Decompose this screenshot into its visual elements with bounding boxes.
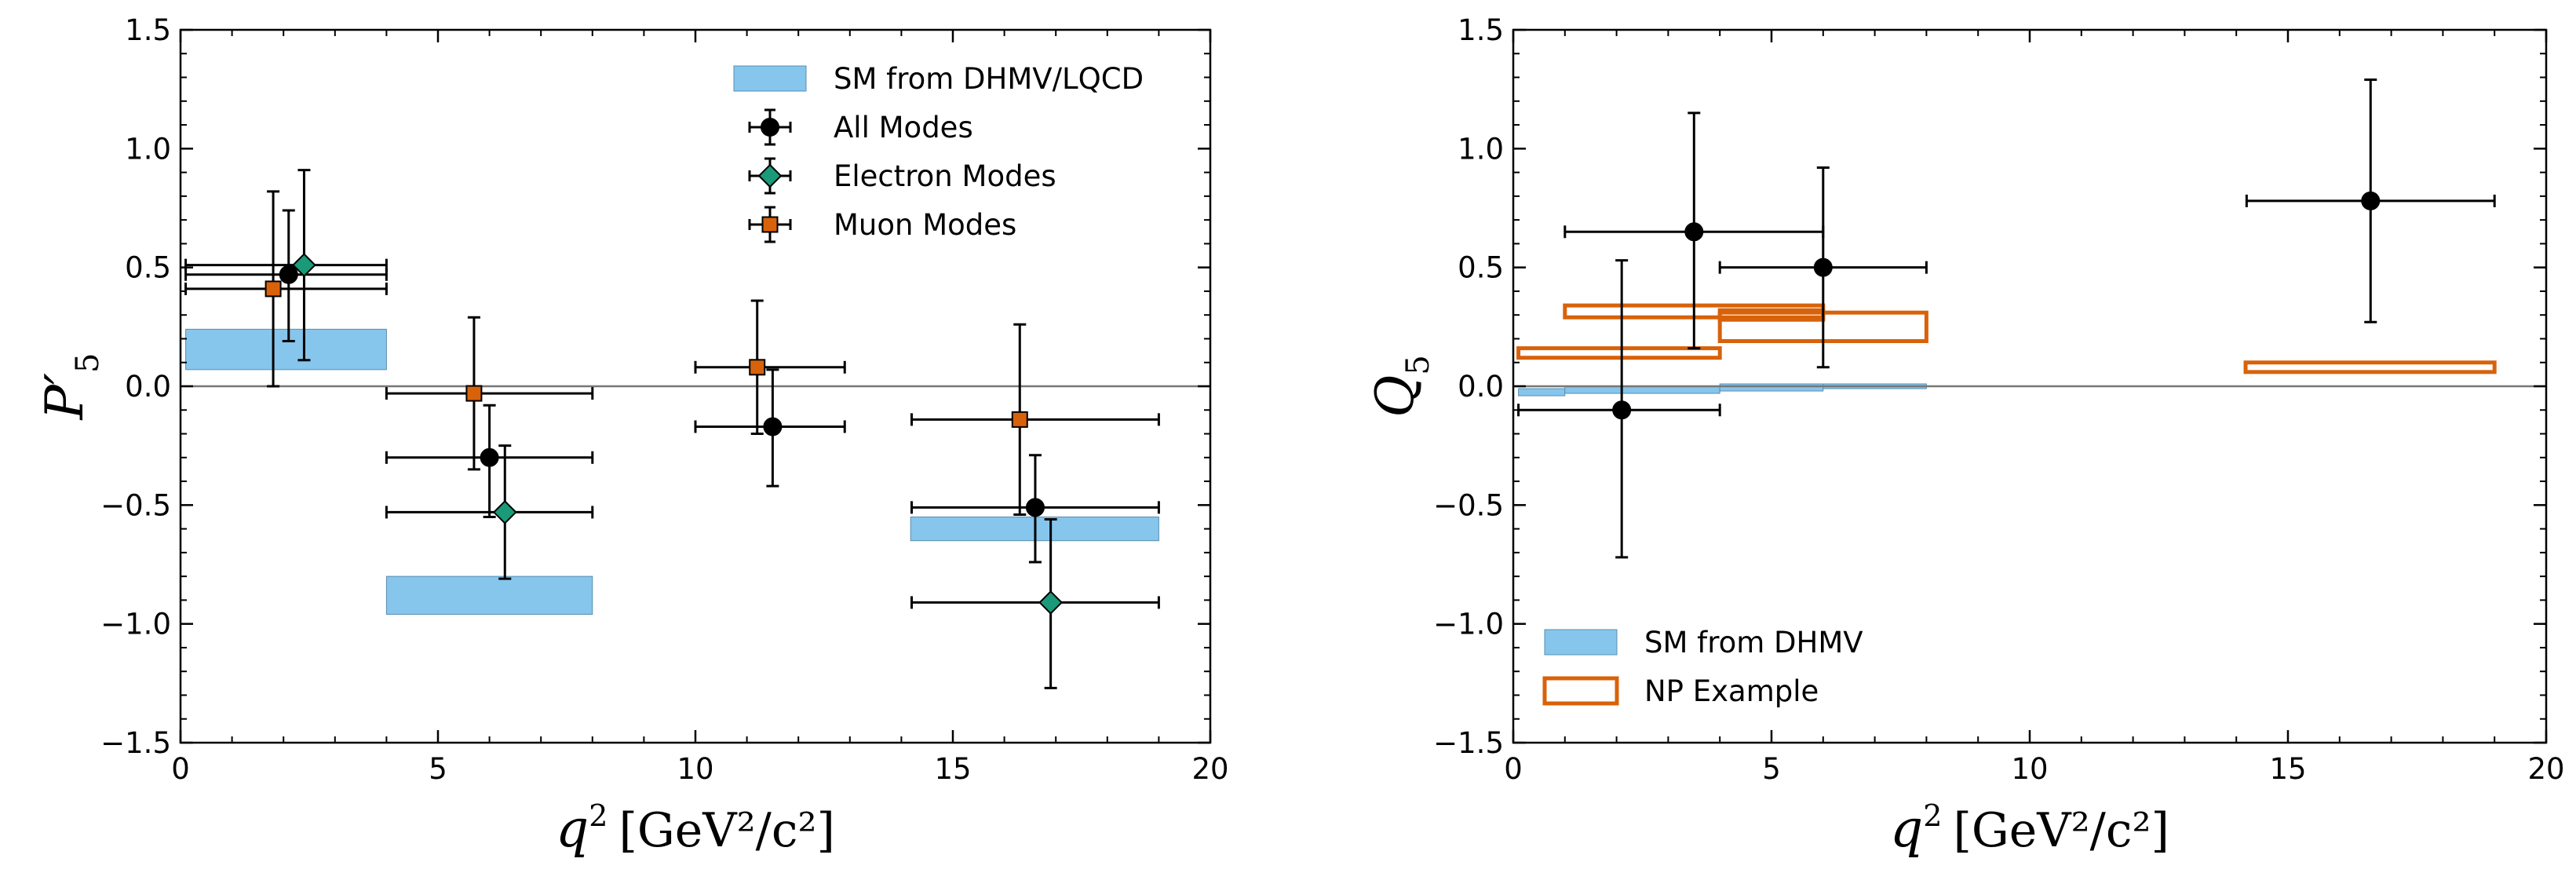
- electron-modes-point-marker: [292, 253, 316, 278]
- muon-modes-point-marker: [265, 280, 282, 298]
- x-tick-label: 15: [934, 752, 971, 786]
- x-tick-label: 10: [2011, 752, 2048, 786]
- x-tick-label: 15: [2269, 752, 2306, 786]
- x-tick-label: 0: [1504, 752, 1523, 786]
- axis-ticks: 0 5 10 15 20 −1.5 −1.0 −0.5 0.0 0.5 1.0 1.5: [100, 13, 1228, 786]
- sm-band-box: [1719, 383, 1824, 392]
- y-tick-label: −1.0: [1433, 608, 1504, 641]
- electron-modes-point-marker: [1038, 590, 1064, 615]
- legend-label: Muon Modes: [834, 208, 1016, 242]
- x-tick-label: 5: [1762, 752, 1781, 786]
- x-tick-label: 0: [171, 752, 190, 786]
- sm-band-box: [1518, 388, 1566, 396]
- muon-modes-point-marker: [465, 385, 483, 402]
- electron-modes-point-marker: [492, 499, 517, 524]
- y-tick-label: −0.5: [100, 488, 171, 522]
- legend-swatch-sm: [733, 65, 807, 92]
- x-axis-label: q2 [GeV²/c²]: [1890, 798, 2169, 859]
- sm-band-box: [185, 328, 387, 371]
- muon-modes-point-marker: [1011, 411, 1028, 428]
- p5-prime-panel: 0 5 10 15 20 −1.5 −1.0 −0.5 0.0 0.5 1.0 1.5 SM from…: [35, 13, 1229, 859]
- y-axis-label: Q5: [1365, 355, 1436, 418]
- sm-bands: [185, 328, 1159, 616]
- legend-swatch-sm: [1544, 629, 1618, 656]
- np-band-box: [2243, 360, 2497, 374]
- legend-label: Electron Modes: [834, 159, 1056, 193]
- legend-marker: [761, 118, 779, 137]
- data-point-marker: [2361, 191, 2381, 210]
- legend-label: All Modes: [834, 111, 973, 144]
- sm-band-box: [385, 575, 593, 616]
- legend-label: NP Example: [1644, 674, 1819, 708]
- data-point-marker: [1612, 400, 1632, 420]
- sm-band-box: [1564, 385, 1720, 394]
- x-axis-label: q2 [GeV²/c²]: [556, 798, 835, 859]
- y-tick-label: −1.5: [100, 726, 171, 760]
- x-tick-label: 20: [1191, 752, 1228, 786]
- y-tick-label: −1.0: [100, 608, 171, 641]
- legend: SM from DHMV NP Example: [1542, 626, 1863, 708]
- y-tick-label: 1.0: [1458, 132, 1504, 166]
- data-point-marker: [1813, 258, 1833, 277]
- y-tick-label: −1.5: [1433, 726, 1504, 760]
- y-tick-label: 1.5: [125, 13, 171, 47]
- all-modes-point-marker: [279, 265, 298, 284]
- legend: SM from DHMV/LQCD All Modes Electron Modes…: [733, 62, 1144, 243]
- y-tick-label: −0.5: [1433, 488, 1504, 522]
- legend-label: SM from DHMV: [1644, 626, 1863, 659]
- x-tick-label: 5: [429, 752, 447, 786]
- muon-modes-point-marker: [749, 359, 766, 376]
- x-tick-label: 10: [677, 752, 713, 786]
- q5-panel: 0 5 10 15 20 −1.5 −1.0 −0.5 0.0 0.5 1.0 1.5 SM from…: [1365, 13, 2565, 859]
- y-tick-label: 0.0: [1458, 370, 1504, 404]
- legend-marker: [757, 163, 783, 188]
- np-band-box: [1516, 346, 1722, 360]
- all-modes-point-marker: [480, 447, 499, 467]
- axis-ticks: 0 5 10 15 20 −1.5 −1.0 −0.5 0.0 0.5 1.0 1.5: [1433, 13, 2564, 786]
- y-tick-label: 1.0: [125, 132, 171, 166]
- legend-marker: [761, 216, 779, 233]
- x-tick-label: 20: [2527, 752, 2564, 786]
- y-tick-label: 0.0: [125, 370, 171, 404]
- legend-label: SM from DHMV/LQCD: [834, 62, 1144, 96]
- y-tick-label: 0.5: [1458, 251, 1504, 285]
- all-modes-point-marker: [763, 417, 783, 437]
- y-axis-label: P′5: [35, 353, 106, 421]
- legend-swatch-np: [1542, 676, 1619, 706]
- y-tick-label: 1.5: [1458, 13, 1504, 47]
- y-tick-label: 0.5: [125, 251, 171, 285]
- data-point-marker: [1684, 222, 1704, 242]
- data-series: [1517, 79, 2496, 559]
- all-modes-point-marker: [1025, 498, 1045, 517]
- data-series: [184, 169, 1160, 689]
